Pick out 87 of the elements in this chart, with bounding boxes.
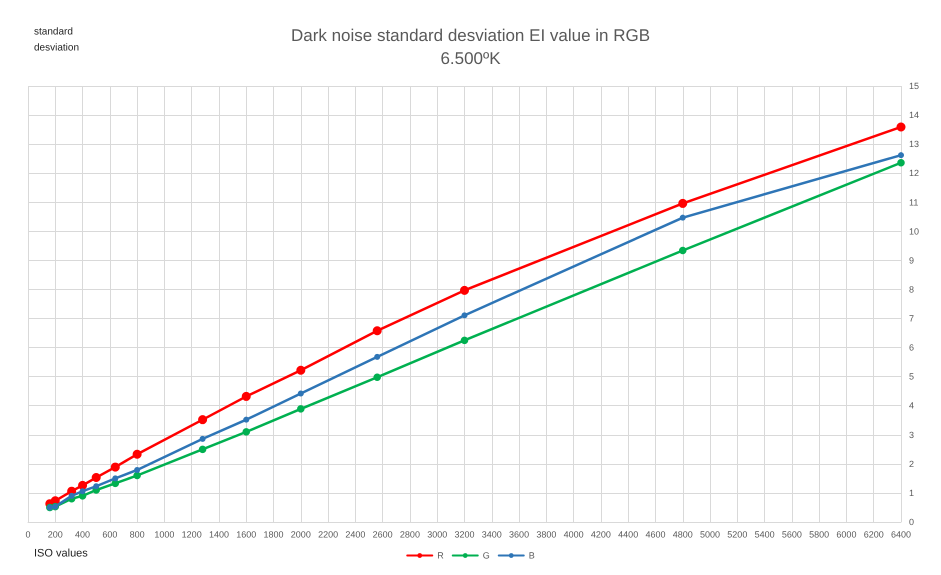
y-tick-label: 12 [909,168,920,178]
x-tick-label: 400 [75,530,90,540]
y-tick-label: 8 [909,284,914,294]
x-tick-label: 5800 [809,530,830,540]
x-tick-label: 5000 [700,530,720,540]
x-tick-label: 1400 [208,530,229,540]
point [679,246,686,254]
x-tick-label: 3200 [454,530,475,540]
point [110,462,120,472]
y-tick-label: 5 [909,372,914,382]
x-tick-label: 1600 [236,530,256,540]
y-tick-label: 11 [909,197,918,208]
point [372,326,382,336]
point [298,390,304,397]
x-tick-label: 1800 [264,530,284,540]
y-tick-label: 3 [909,430,914,440]
point [200,436,206,442]
point [460,286,469,295]
point [373,374,381,381]
point [898,152,904,158]
x-tick-label: 2600 [372,530,393,540]
point [242,392,251,401]
x-tick-label: 2400 [345,530,366,540]
point [374,354,380,360]
point [297,405,305,413]
point [93,483,100,490]
x-tick-label: 3000 [427,530,448,540]
x-tick-label: 0 [25,530,31,540]
y-tick-label: 10 [909,226,920,236]
point [462,312,468,318]
x-tick-label: 4400 [618,530,638,540]
x-axis-title: ISO values [34,548,88,560]
x-tick-label: 3800 [536,530,556,540]
point [460,336,468,344]
y-tick-label: 4 [909,400,914,411]
point [198,446,206,454]
x-tick-label: 2000 [290,530,311,540]
x-tick-label: 4800 [672,530,693,540]
y-tick-label: 14 [909,110,920,120]
point [296,366,306,375]
x-tick-label: 4000 [564,530,584,540]
y-tick-label: 6 [909,342,914,353]
y-tick-label: 9 [909,255,914,266]
y-axis-title: standard desviation [34,26,80,54]
chart-subtitle: 6.500ºK [440,49,502,68]
y-tick-label: 0 [909,517,914,527]
point [78,480,88,490]
x-tick-label: 800 [130,530,145,540]
point [678,198,688,208]
x-tick-label: 4200 [590,530,611,540]
legend-label: G [482,550,490,560]
point [80,488,86,494]
point [896,122,906,132]
y-tick-label: 7 [909,314,914,324]
point [680,214,686,221]
y-tick-label: 1 [909,488,914,498]
y-tick-label: 13 [909,139,920,150]
legend-label: B [528,550,535,560]
x-tick-label: 5200 [727,530,748,540]
x-tick-label: 6000 [836,530,856,540]
point [243,416,250,423]
point [68,492,75,499]
point [132,450,142,459]
chart-title: Dark noise standard desviation EI value in RGB [290,26,650,45]
x-tick-label: 3400 [482,530,502,540]
x-tick-label: 4600 [645,530,666,540]
x-tick-label: 200 [48,530,63,540]
x-tick-label: 1000 [154,530,174,540]
x-tick-label: 3600 [509,530,530,540]
point [897,158,905,166]
x-tick-label: 6200 [864,530,884,540]
point [133,472,141,480]
point [198,415,208,424]
y-tick-label: 15 [909,81,920,91]
x-tick-label: 2800 [400,530,420,540]
point [134,466,140,473]
point [92,473,101,482]
x-tick-label: 5400 [754,530,775,540]
x-tick-label: 1200 [182,530,202,540]
x-tick-label: 6400 [890,530,912,540]
point [242,428,250,436]
point [112,475,118,482]
x-tick-label: 600 [102,530,118,540]
y-tick-label: 2 [909,458,914,469]
legend-label: R [437,550,444,560]
x-tick-label: 5600 [782,530,802,540]
x-tick-label: 2200 [318,530,338,540]
